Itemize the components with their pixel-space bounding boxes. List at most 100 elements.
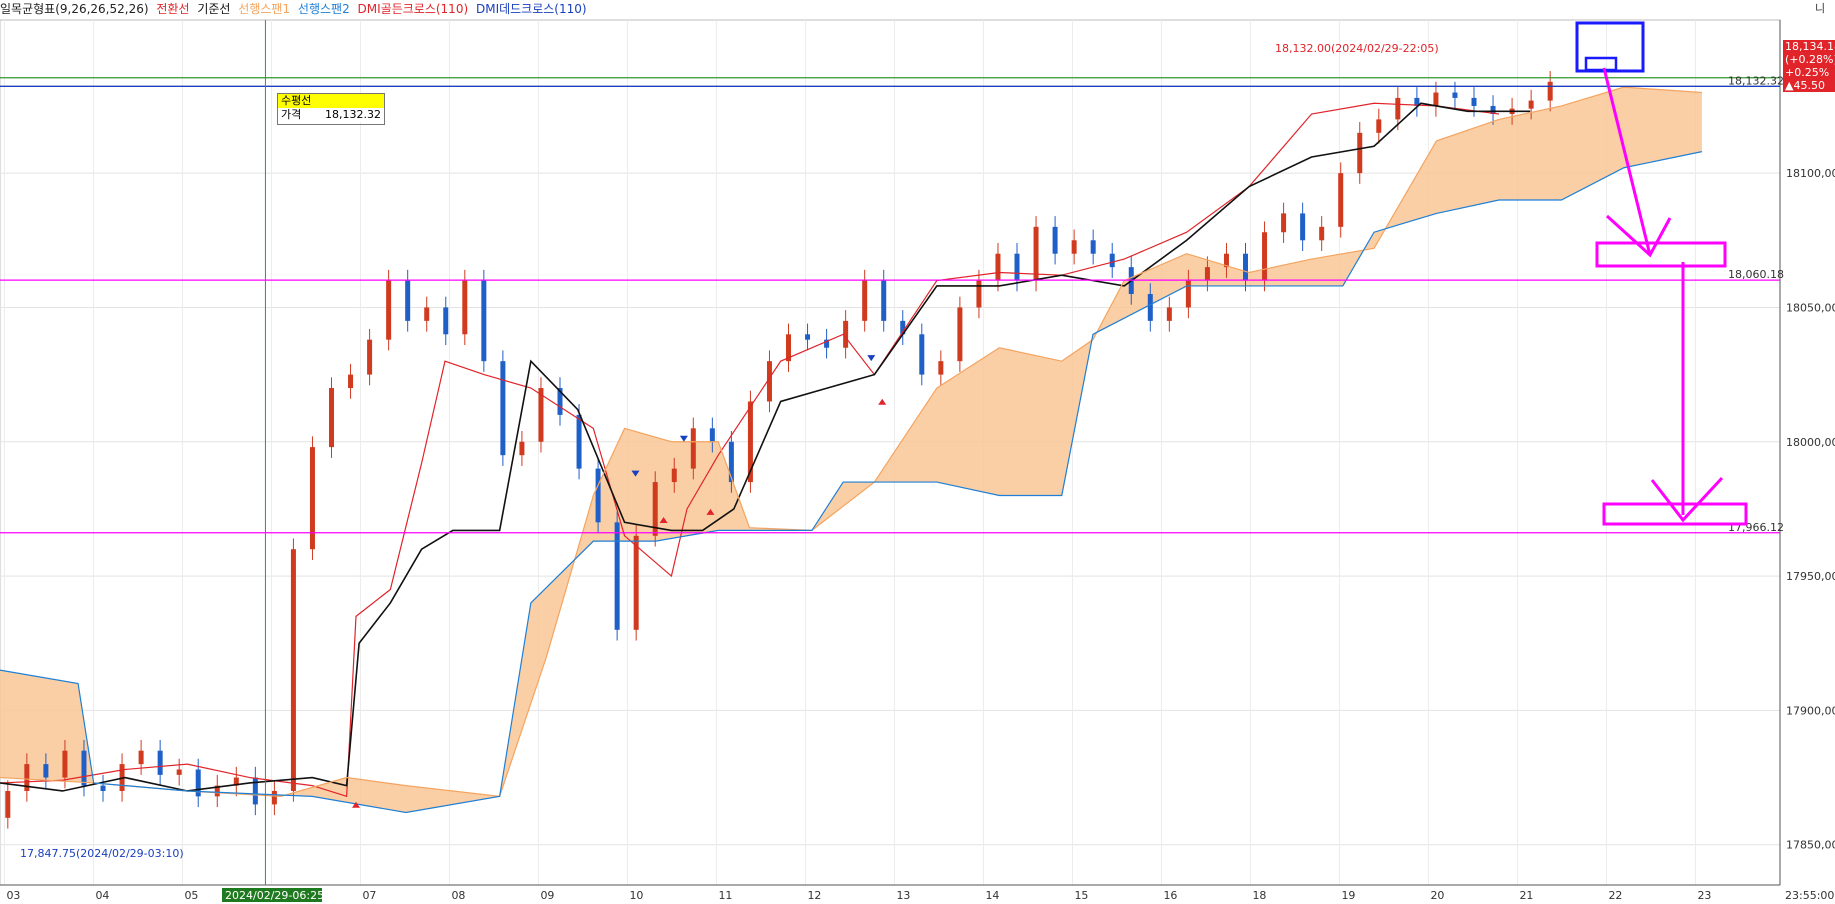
candle-body <box>1490 105 1496 115</box>
y-tick-label: 17950,00 <box>1786 570 1835 583</box>
line-value-label: 18,132.32 <box>1728 74 1784 87</box>
candle-body <box>1376 119 1382 133</box>
x-tick-label: 13 <box>896 889 910 902</box>
arrow-head <box>1605 214 1672 258</box>
candle-body <box>690 428 696 469</box>
x-tick-label: 11 <box>718 889 732 902</box>
candle-body <box>233 777 239 786</box>
legend-dmi-dead: DMI데드크로스(110) <box>475 2 587 16</box>
tooltip-title: 수평선 <box>278 94 384 108</box>
candle-body <box>805 334 811 340</box>
dmi-marker <box>878 398 887 405</box>
x-tick-label: 19 <box>1341 889 1355 902</box>
y-tick-label: 18100,00 <box>1786 167 1835 180</box>
candle-body <box>1471 97 1477 106</box>
candle-body <box>995 253 1001 281</box>
x-tick-label: 22 <box>1608 889 1622 902</box>
candle-body <box>214 785 220 797</box>
candle-body <box>290 549 296 791</box>
legend-title: 일목균형표(9,26,26,52,26) <box>0 2 149 16</box>
candle-body <box>24 764 30 791</box>
candle-body <box>1319 226 1325 241</box>
candle-body <box>405 280 411 321</box>
candle-body <box>309 447 315 550</box>
arrow-shaft <box>1602 67 1652 256</box>
chart-legend: 일목균형표(9,26,26,52,26) 전환선 기준선 선행스팬1 선행스팬2… <box>0 0 591 18</box>
x-tick-label: 10 <box>629 889 643 902</box>
tooltip-value: 18,132.32 <box>325 108 381 121</box>
corner-time: 23:55:00 <box>1785 889 1834 902</box>
candle-body <box>709 428 715 442</box>
dmi-marker <box>679 435 688 442</box>
candle-body <box>176 769 182 775</box>
candle-body <box>1243 253 1249 281</box>
candle-body <box>1433 92 1439 106</box>
candle-body <box>900 320 906 335</box>
y-tick-label: 18000,00 <box>1786 436 1835 449</box>
candle-body <box>1166 307 1172 321</box>
candle-body <box>938 361 944 375</box>
candle-body <box>1204 267 1210 281</box>
dmi-marker <box>352 801 360 808</box>
cloud-fill <box>0 87 1702 813</box>
candle-body <box>157 750 163 775</box>
current-price: 18,134.18 <box>1785 40 1835 53</box>
x-tick-label: 20 <box>1430 889 1444 902</box>
legend-base-line: 기준선 <box>197 2 231 16</box>
candle-body <box>957 307 963 362</box>
low-annotation: 17,847.75(2024/02/29-03:10) <box>20 847 184 860</box>
line-value-label: 18,060.18 <box>1728 268 1784 281</box>
candle-body <box>1109 253 1115 268</box>
dmi-marker <box>867 355 876 362</box>
candle-body <box>976 280 982 308</box>
dmi-marker <box>706 508 715 515</box>
candle-body <box>786 334 792 362</box>
x-tick-label: 07 <box>362 889 376 902</box>
candle-body <box>81 750 87 786</box>
legend-conversion-line: 전환선 <box>156 2 190 16</box>
candle-body <box>443 307 449 335</box>
candle-body <box>1547 81 1553 101</box>
candle-body <box>1033 226 1039 281</box>
candle-body <box>195 769 201 797</box>
x-tick-label: 12 <box>807 889 821 902</box>
tooltip-label: 가격 <box>281 108 302 121</box>
candle-body <box>1300 213 1306 241</box>
candle-body <box>271 790 277 805</box>
cursor-date-box <box>222 888 322 902</box>
x-tick-label: 08 <box>451 889 465 902</box>
candle-body <box>919 334 925 375</box>
candle-body <box>843 320 849 348</box>
candle-body <box>1414 97 1420 106</box>
candle-body <box>747 401 753 483</box>
x-tick-label: 16 <box>1163 889 1177 902</box>
candle-body <box>824 339 830 348</box>
candle-body <box>424 307 430 321</box>
horizontal-line-tooltip: 수평선 가격 18,132.32 <box>277 93 385 125</box>
candle-body <box>1147 294 1153 321</box>
x-tick-label: 04 <box>95 889 109 902</box>
arrow-head <box>1650 476 1724 523</box>
candle-body <box>367 339 373 375</box>
candle-body <box>766 361 772 402</box>
y-tick-label: 17850,00 <box>1786 839 1835 852</box>
x-tick-label: 14 <box>985 889 999 902</box>
target-box <box>1595 241 1727 268</box>
candle-body <box>500 361 506 456</box>
y-tick-label: 17900,00 <box>1786 704 1835 717</box>
candle-body <box>462 280 468 335</box>
legend-leading-span2: 선행스팬2 <box>297 2 350 16</box>
current-price-tag: 18,134.18 (+0.28%) +0.25% ▲45.50 <box>1783 40 1835 92</box>
legend-leading-span1: 선행스팬1 <box>238 2 291 16</box>
candle-body <box>252 777 258 805</box>
corner-tag: 니 <box>1815 2 1825 15</box>
high-annotation: 18,132.00(2024/02/29-22:05) <box>1275 42 1439 55</box>
candle-body <box>1395 97 1401 120</box>
candle-body <box>1052 226 1058 254</box>
candle-body <box>100 785 106 791</box>
candle-body <box>1452 92 1458 98</box>
candle-body <box>614 522 620 630</box>
dmi-marker <box>659 516 668 523</box>
x-tick-label: 15 <box>1074 889 1088 902</box>
